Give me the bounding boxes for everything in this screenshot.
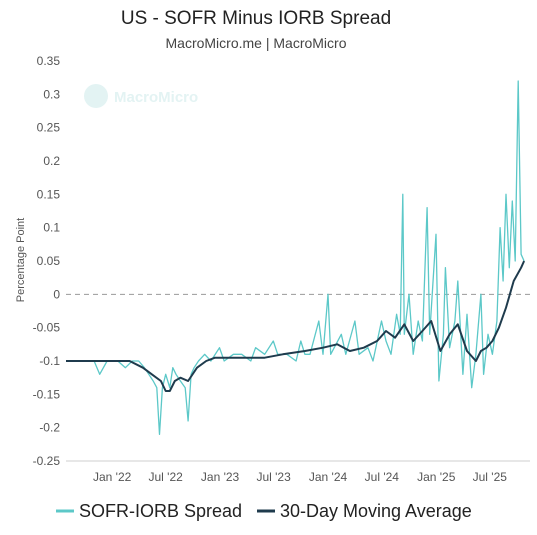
y-tick-label: 0 [53, 287, 60, 301]
y-tick-label: -0.2 [39, 421, 60, 435]
x-axis: Jan '22 Jul '22 Jan '23 Jul '23 Jan '24 Jul '… [93, 470, 507, 484]
x-tick-label: Jan '22 [93, 470, 132, 484]
x-tick-label: Jul '22 [149, 470, 184, 484]
y-tick-label: 0.1 [43, 221, 60, 235]
watermark-logo-icon [84, 84, 108, 108]
watermark: MacroMicro [84, 84, 198, 108]
x-tick-label: Jan '23 [201, 470, 240, 484]
y-tick-label: -0.25 [33, 454, 61, 468]
legend-item-moving-average[interactable]: 30-Day Moving Average [257, 501, 472, 521]
x-tick-label: Jan '25 [417, 470, 456, 484]
y-tick-label: 0.15 [37, 187, 61, 201]
chart-subtitle: MacroMicro.me | MacroMicro [166, 35, 347, 51]
y-tick-label: 0.2 [43, 154, 60, 168]
legend-label-moving-average: 30-Day Moving Average [280, 501, 472, 521]
y-tick-label: 0.25 [37, 121, 61, 135]
y-tick-label: -0.1 [39, 354, 60, 368]
y-tick-label: 0.35 [37, 54, 61, 68]
y-tick-label: 0.3 [43, 87, 60, 101]
y-axis: -0.25 -0.2 -0.15 -0.1 -0.05 0 0.05 0.1 0.15 0.2 0.… [33, 54, 61, 468]
x-tick-label: Jul '23 [256, 470, 291, 484]
x-tick-label: Jul '25 [473, 470, 508, 484]
legend-label-spread: SOFR-IORB Spread [79, 501, 242, 521]
watermark-text: MacroMicro [114, 89, 198, 106]
chart-title: US - SOFR Minus IORB Spread [121, 8, 391, 29]
series-line-spread [66, 80, 525, 435]
x-tick-label: Jul '24 [365, 470, 400, 484]
series-layer [66, 80, 526, 435]
series-line-moving-average [66, 260, 526, 392]
y-axis-label: Percentage Point [15, 218, 27, 302]
legend-item-spread[interactable]: SOFR-IORB Spread [56, 501, 242, 521]
legend: SOFR-IORB Spread 30-Day Moving Average [56, 501, 472, 521]
y-tick-label: 0.05 [37, 254, 61, 268]
y-tick-label: -0.15 [33, 387, 61, 401]
x-tick-label: Jan '24 [309, 470, 348, 484]
y-tick-label: -0.05 [33, 321, 61, 335]
